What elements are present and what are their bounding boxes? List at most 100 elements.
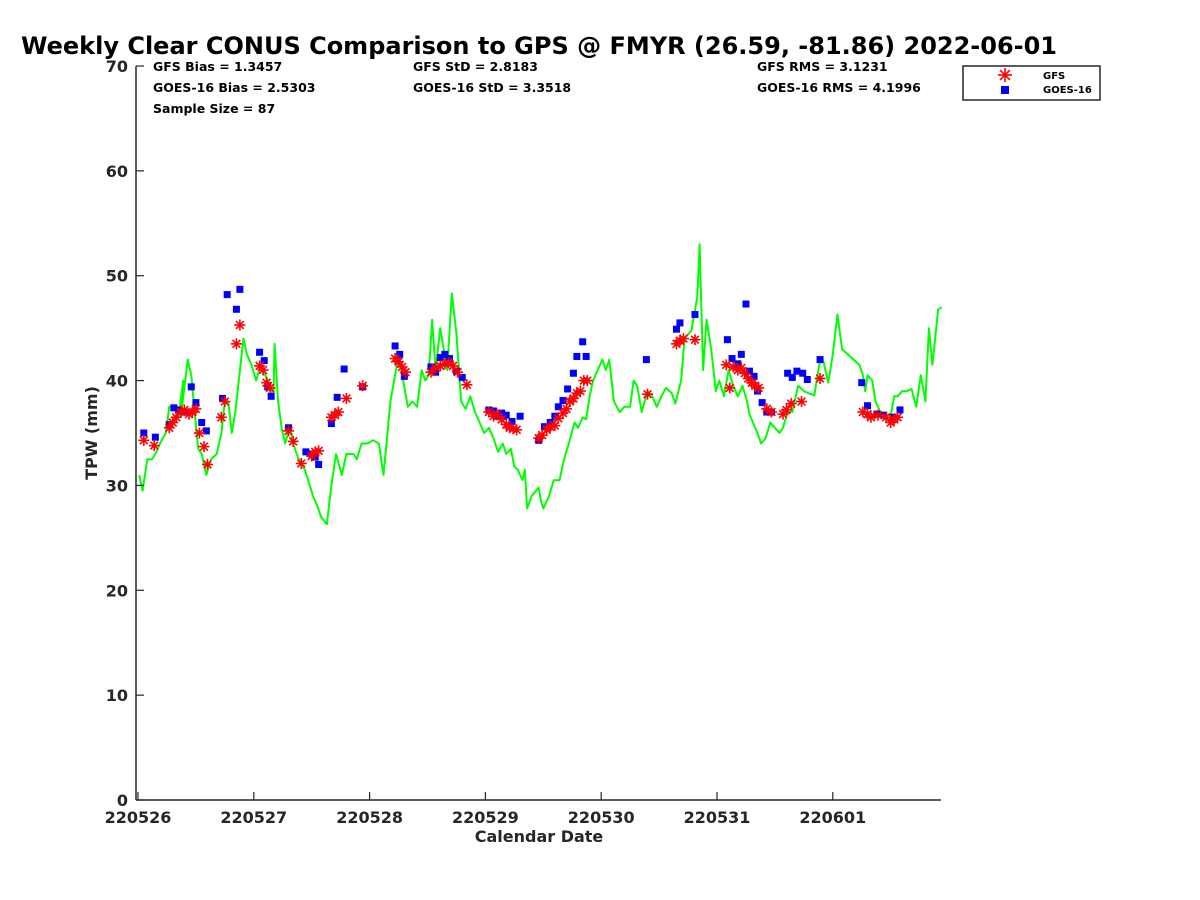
goes16-point: [508, 417, 516, 425]
gfs-point: [283, 425, 295, 437]
goes16-point: [672, 325, 680, 333]
goes16-point: [551, 412, 559, 420]
y-axis-label: TPW (mm): [82, 386, 101, 480]
goes16-point: [400, 372, 408, 380]
goes16-point: [816, 356, 824, 364]
goes16-point: [750, 372, 758, 380]
goes-rms-text: GOES-16 RMS = 4.1996: [757, 80, 921, 95]
goes16-point: [569, 369, 577, 377]
goes16-point: [170, 404, 178, 412]
goes16-point: [788, 373, 796, 381]
gfs-point: [340, 392, 352, 404]
goes16-point: [745, 367, 753, 375]
goes16-point: [784, 369, 792, 377]
goes16-point: [737, 350, 745, 358]
series-layer: [138, 243, 943, 526]
gfs-point: [234, 319, 246, 331]
gfs-point: [765, 406, 777, 418]
y-tick-label: 60: [106, 162, 128, 181]
x-tick-label: 220527: [220, 808, 287, 827]
x-axis-label: Calendar Date: [475, 827, 604, 846]
legend-gfs-asterisk: [998, 68, 1012, 82]
gfs-point: [190, 403, 202, 415]
gfs-bias-text: GFS Bias = 1.3457: [153, 59, 282, 74]
series-line-gps: [138, 243, 943, 526]
goes16-point: [333, 393, 341, 401]
gfs-std-text: GFS StD = 2.8183: [413, 59, 538, 74]
axes: 0 10 20 30 40 50 60 70 220526 220527 220528 220529 2…: [105, 57, 941, 827]
legend-gfs-marker: [998, 68, 1012, 82]
gfs-point: [677, 333, 689, 345]
goes16-point: [458, 373, 466, 381]
gfs-point: [193, 427, 205, 439]
goes16-point: [396, 350, 404, 358]
goes16-point: [140, 429, 148, 437]
gfs-point: [215, 411, 227, 423]
x-tick-label: 220526: [105, 808, 172, 827]
gfs-point: [201, 458, 213, 470]
gfs-point: [264, 382, 276, 394]
goes16-point: [554, 403, 562, 411]
goes16-point: [799, 369, 807, 377]
goes16-point: [267, 392, 275, 400]
gfs-point: [219, 396, 231, 408]
gfs-point: [581, 375, 593, 387]
x-tick-label: 220601: [799, 808, 866, 827]
y-tick-label: 50: [106, 267, 128, 286]
gfs-point: [170, 411, 182, 423]
goes16-point: [691, 311, 699, 319]
goes16-point: [151, 433, 159, 441]
goes16-point: [327, 420, 335, 428]
gfs-point: [814, 372, 826, 384]
gfs-point: [785, 398, 797, 410]
gfs-point: [780, 404, 792, 416]
goes16-point: [864, 402, 872, 410]
goes16-point: [858, 379, 866, 387]
goes16-point: [198, 419, 206, 427]
gfs-point: [230, 338, 242, 350]
goes16-point: [502, 411, 510, 419]
goes16-point: [582, 352, 590, 360]
gfs-point: [257, 364, 269, 376]
gfs-point: [287, 435, 299, 447]
goes16-point: [436, 354, 444, 362]
goes16-point: [264, 383, 272, 391]
goes16-point: [896, 406, 904, 414]
gfs-point: [138, 434, 150, 446]
gfs-point: [872, 409, 884, 421]
goes16-point: [723, 336, 731, 344]
gfs-point: [357, 380, 369, 392]
y-tick-label: 70: [106, 57, 128, 76]
goes16-point: [758, 399, 766, 407]
gfs-point: [452, 366, 464, 378]
goes16-point: [441, 350, 449, 358]
goes16-point: [564, 385, 572, 393]
gfs-point: [724, 382, 736, 394]
goes16-point: [742, 300, 750, 308]
goes16-point: [559, 396, 567, 404]
goes16-point: [573, 352, 581, 360]
gfs-rms-text: GFS RMS = 3.1231: [757, 59, 888, 74]
goes16-point: [516, 412, 524, 420]
goes16-point: [187, 383, 195, 391]
gfs-point: [552, 412, 564, 424]
goes16-point: [340, 365, 348, 373]
y-tick-label: 20: [106, 581, 128, 600]
gfs-point: [689, 334, 701, 346]
gfs-point: [642, 388, 654, 400]
y-tick-label: 0: [117, 791, 128, 810]
goes16-point: [260, 357, 268, 365]
goes16-point: [202, 427, 210, 435]
gfs-point: [796, 396, 808, 408]
goes16-point: [579, 338, 587, 346]
gfs-point: [511, 424, 523, 436]
gfs-point: [313, 445, 325, 457]
gfs-point: [574, 385, 586, 397]
legend-gfs-label: GFS: [1043, 71, 1065, 82]
x-tick-label: 220531: [684, 808, 751, 827]
goes16-point: [236, 285, 244, 293]
x-tick-label: 220528: [336, 808, 403, 827]
goes16-point: [642, 356, 650, 364]
goes16-point: [793, 367, 801, 375]
x-tick-label: 220529: [452, 808, 519, 827]
